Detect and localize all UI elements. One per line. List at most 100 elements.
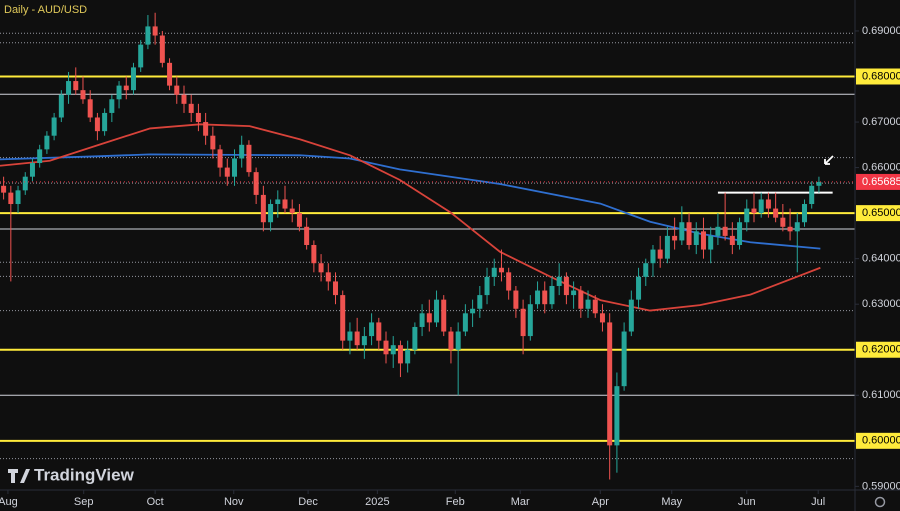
last-price-box: [856, 173, 900, 190]
x-tick-label: Mar: [511, 496, 530, 508]
candle-body: [780, 217, 786, 227]
candle-body: [556, 276, 562, 286]
candle-body: [571, 290, 577, 296]
candle-body: [744, 208, 750, 223]
candle-body: [138, 44, 144, 68]
candle-body: [621, 331, 627, 387]
y-tick-highlight: [856, 205, 900, 222]
y-tick-highlight: [856, 432, 900, 449]
candle-body: [737, 222, 743, 245]
candle-body: [210, 135, 216, 150]
candle-body: [195, 112, 201, 123]
candle-body: [304, 226, 310, 245]
x-tick-label: Dec: [298, 496, 318, 508]
candle-body: [102, 112, 108, 132]
candle-body: [22, 176, 28, 191]
x-tick-label: Oct: [147, 496, 164, 508]
candle-body: [325, 272, 331, 282]
candle-body: [73, 81, 79, 91]
candle-body: [29, 163, 35, 177]
candle-body: [520, 308, 526, 337]
candle-body: [260, 194, 266, 223]
x-tick-label: Jul: [811, 496, 825, 508]
candle-body: [491, 267, 497, 277]
arrow: [824, 155, 834, 165]
candle-body: [549, 285, 555, 305]
candle-body: [484, 276, 490, 296]
candle-body: [542, 290, 548, 305]
y-tick-label: 0.65000: [862, 207, 900, 219]
candle-body: [751, 208, 757, 214]
x-tick-label: May: [661, 496, 682, 508]
candle-body: [801, 204, 807, 223]
chart-title: Daily - AUD/USD: [4, 4, 87, 16]
candle-body: [664, 235, 670, 259]
candle-body: [657, 249, 663, 259]
y-tick-highlight: [856, 341, 900, 358]
x-tick-label: Sep: [74, 496, 94, 508]
candle-body: [130, 67, 136, 91]
candle-body: [231, 158, 237, 177]
candle-body: [628, 299, 634, 332]
candle-body: [455, 331, 461, 350]
candle-body: [700, 231, 706, 250]
candle-body: [246, 144, 252, 173]
candle-body: [419, 313, 425, 327]
candle-body: [80, 90, 86, 100]
candle-body: [311, 245, 317, 264]
candle-body: [592, 299, 598, 314]
logo-text: TradingView: [34, 465, 135, 484]
candle-body: [679, 222, 685, 241]
candle-body: [470, 308, 476, 314]
candle-body: [787, 226, 793, 232]
candle-body: [94, 117, 100, 132]
candle-body: [498, 267, 504, 273]
candle-body: [239, 144, 245, 159]
candle-body: [354, 331, 360, 346]
y-tick-label: 0.63000: [862, 298, 900, 310]
candle-body: [159, 35, 165, 63]
candle-body: [650, 249, 656, 264]
candle-body: [376, 322, 382, 341]
candle-body: [383, 340, 389, 355]
candle-body: [282, 199, 288, 209]
candle-body: [715, 226, 721, 236]
y-tick-label: 0.61000: [862, 389, 900, 401]
moving-average: [0, 123, 821, 312]
y-tick-label: 0.68000: [862, 70, 900, 82]
candle-body: [758, 199, 764, 214]
candle-body: [275, 199, 281, 205]
candle-body: [426, 313, 432, 323]
candle-body: [217, 149, 223, 168]
candle-body: [224, 167, 230, 177]
x-tick-label: Jun: [738, 496, 756, 508]
y-tick-label: 0.69000: [862, 25, 900, 37]
candle-body: [816, 181, 822, 186]
candle-body: [289, 208, 295, 214]
candle-body: [535, 290, 541, 305]
candle-body: [636, 276, 642, 300]
candle-body: [51, 117, 57, 136]
candle-body: [397, 345, 403, 364]
x-tick-label: Feb: [446, 496, 465, 508]
candle-body: [773, 208, 779, 218]
candle-body: [578, 290, 584, 309]
candle-body: [672, 235, 678, 241]
settings-icon[interactable]: [874, 496, 886, 508]
candle-body: [693, 231, 699, 245]
candle-body: [708, 235, 714, 250]
candle-body: [513, 290, 519, 309]
candle-body: [434, 299, 440, 323]
candle-body: [123, 85, 129, 91]
candle-body: [152, 26, 158, 36]
candle-body: [506, 272, 512, 291]
candle-body: [253, 172, 259, 195]
candle-body: [116, 85, 122, 100]
candle-body: [145, 26, 151, 45]
candle-body: [361, 336, 367, 346]
candle-body: [585, 299, 591, 309]
candle-body: [369, 322, 375, 337]
x-tick-label: Nov: [224, 496, 244, 508]
